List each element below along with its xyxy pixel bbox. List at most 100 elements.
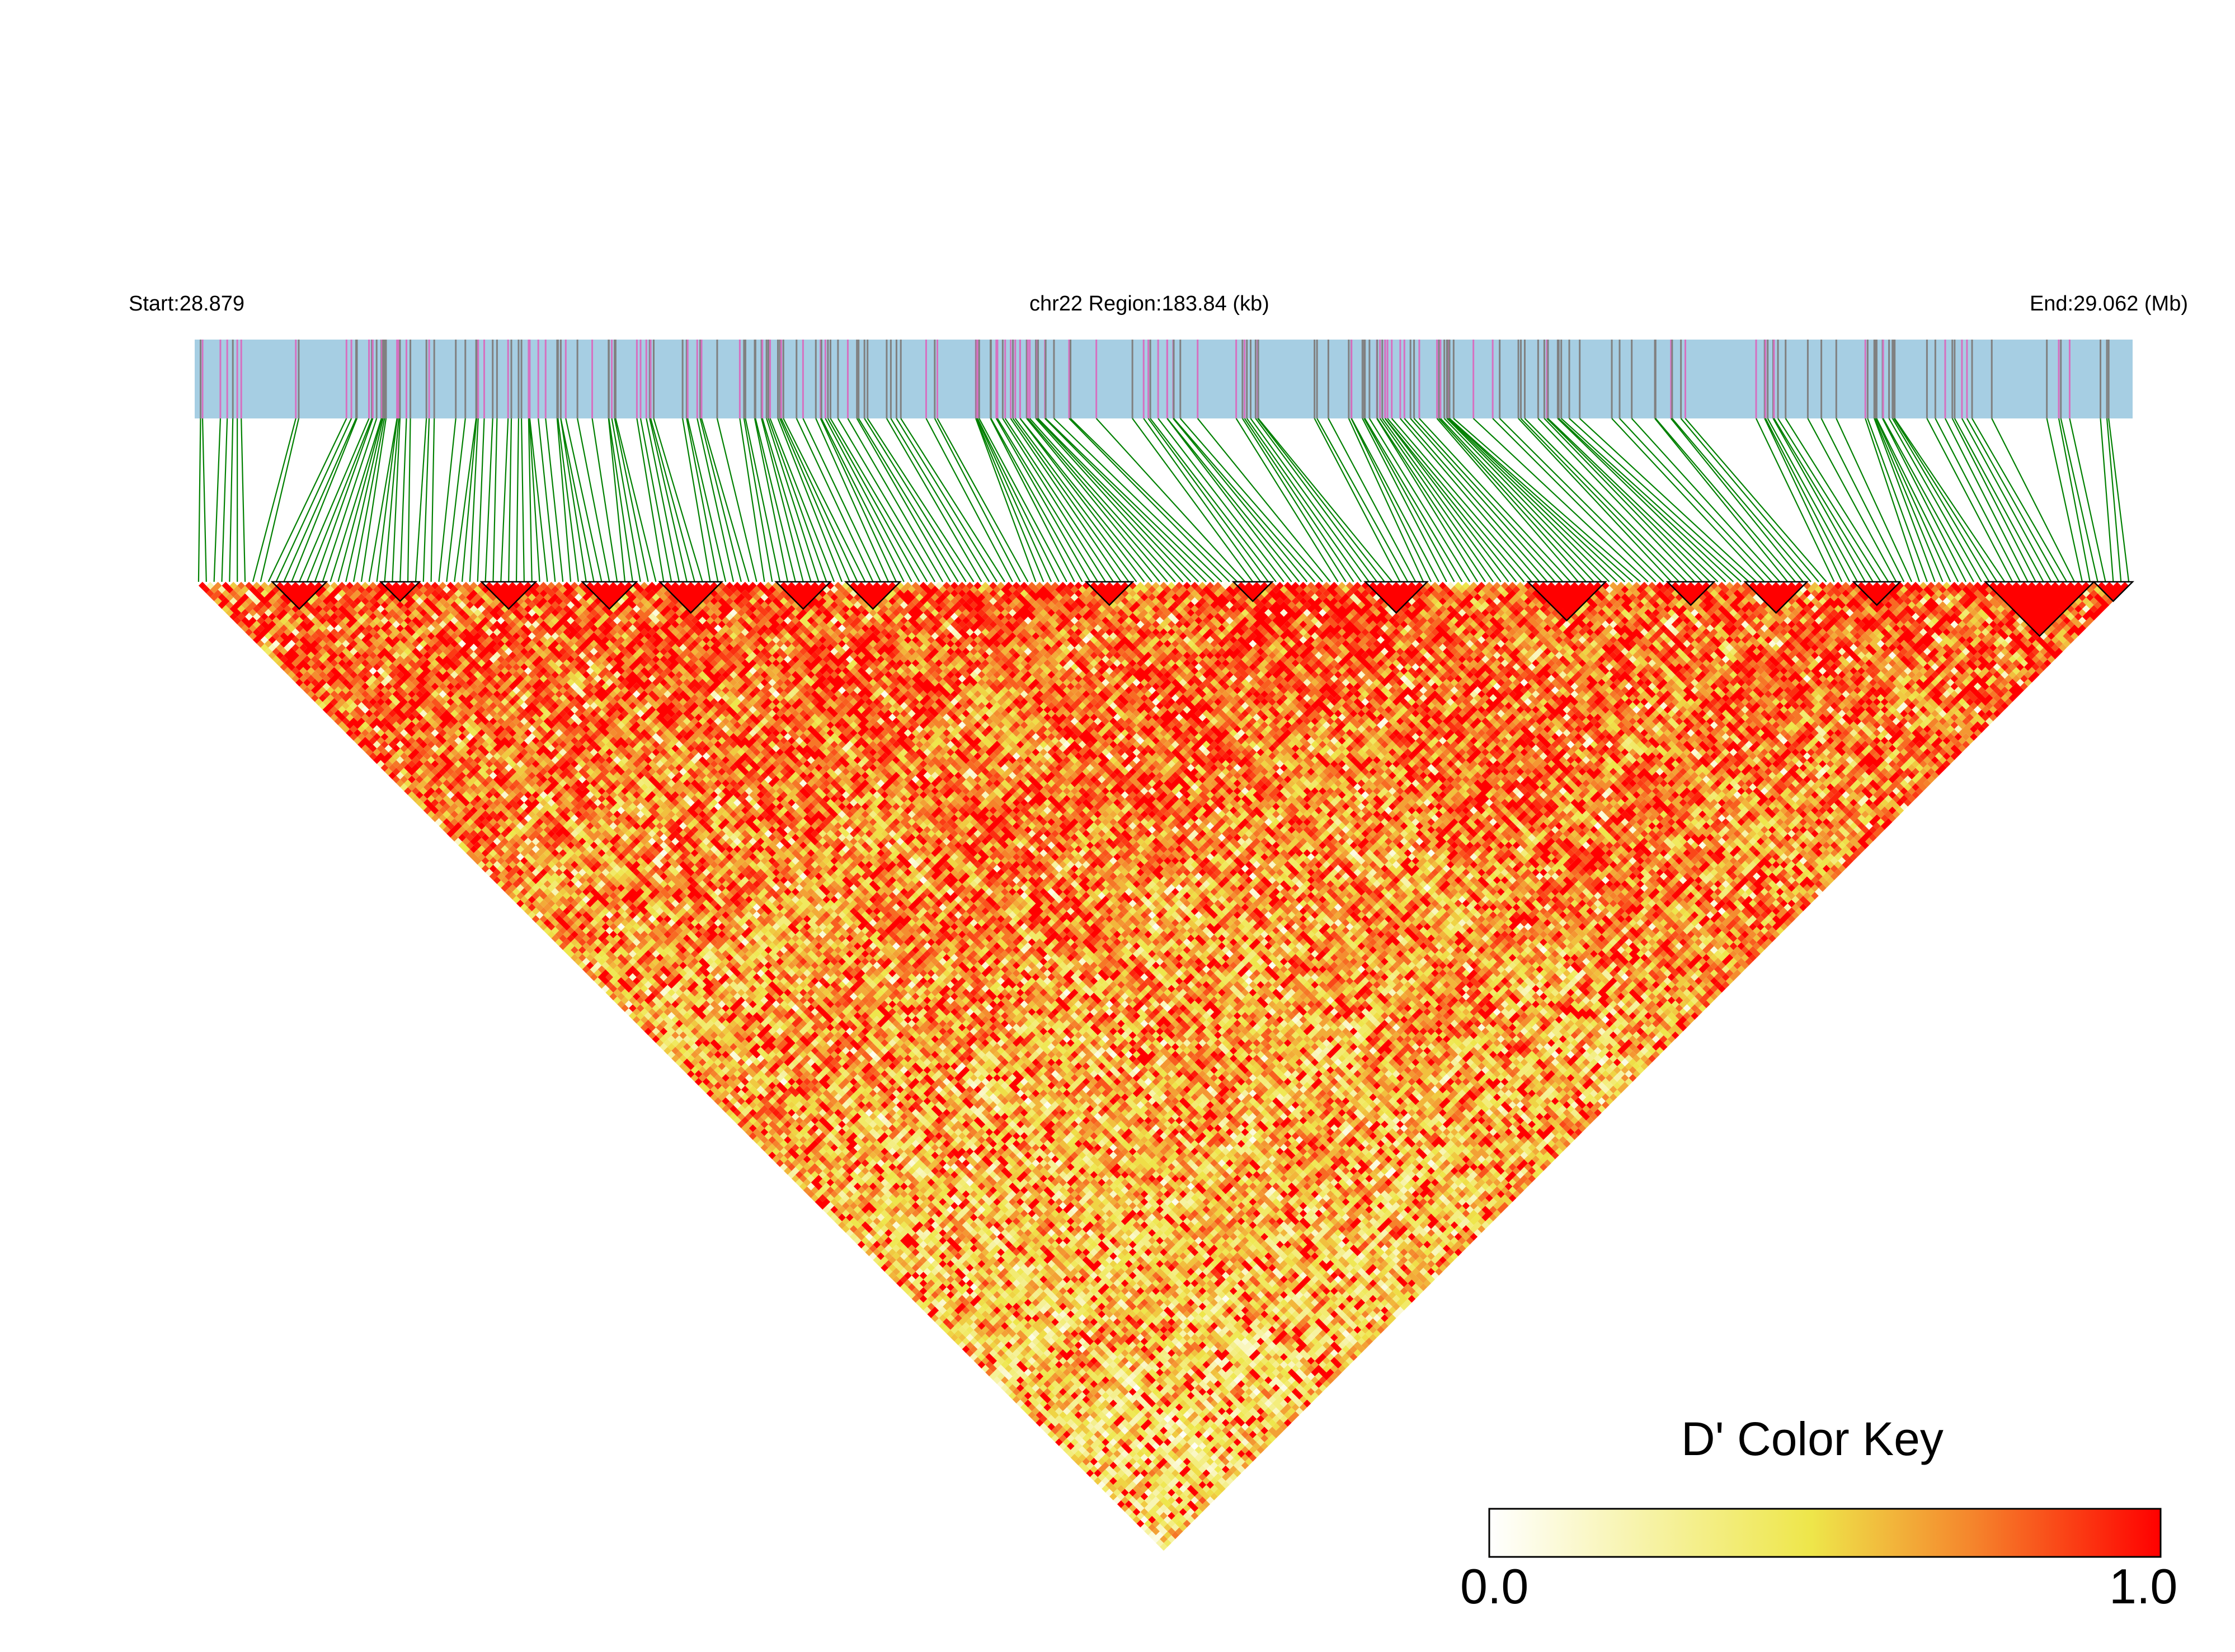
snp-connector-line [1893,418,1998,582]
snp-connector-line [1670,418,1804,582]
snp-connector-line [1351,418,1432,582]
snp-connector-line [1492,418,1657,582]
snp-connector-line [1438,418,1587,582]
snp-connector-line [352,418,385,582]
snp-connector-line [1376,418,1479,582]
snp-track-background [195,340,2133,418]
ld-cell-group [214,582,2106,1524]
ld-block-outline [1363,581,1429,614]
snp-connector-line [1069,418,1230,582]
snp-connector-line [1384,418,1509,582]
snp-connector-line [407,418,411,582]
snp-connector-line [529,418,540,582]
snp-connector-line [1756,418,1835,582]
region-end-label: End:29.062 (Mb) [2029,292,2188,316]
snp-connector-line [1132,418,1254,582]
snp-connector-line [1004,418,1114,582]
snp-connector-line [2106,418,2122,582]
snp-connector-line [360,418,387,582]
snp-connector-line [415,418,427,582]
snp-connector-line [446,418,466,582]
snp-connector-line [780,418,858,582]
snp-connector-line [1443,418,1602,582]
snp-connector-line [1926,418,2013,582]
snp-connector-line [867,418,975,582]
snp-connector-line [560,418,595,582]
snp-connector-line [2058,418,2091,582]
snp-connector-line [716,418,757,582]
snp-connector-line [260,418,300,582]
snp-connector-line [611,418,641,582]
snp-connector-line [241,418,246,582]
snp-connector-line [1876,418,1959,582]
snp-connector-line [1619,418,1773,582]
snp-connector-line [314,418,374,582]
snp-connector-line [858,418,959,582]
snp-connector-line [615,418,657,582]
snp-connector-line [267,418,347,582]
snp-connector-line [1316,418,1409,582]
snp-connector-line [484,418,493,582]
ld-heatmap-cells [198,582,2129,1551]
snp-connector-line [337,418,383,582]
snp-connector-line [830,418,928,582]
ld-block-outline [479,581,538,610]
snp-connector-line [461,418,478,582]
ld-block-outline [1084,581,1135,606]
snp-connector-line [934,418,1021,582]
snp-connector-line [777,418,843,582]
snp-connector-line [1143,418,1262,582]
snp-connector-line [1765,418,1851,582]
snp-connector-line [769,418,835,582]
snp-connector-line [1440,418,1594,582]
snp-connector-line [815,418,890,582]
snp-connector-line [699,418,742,582]
snp-connector-line [796,418,874,582]
snp-connector-line [560,418,587,582]
snp-connector-line [1257,418,1385,582]
snp-connector-line [650,418,695,582]
ld-cell-group [256,582,2082,1283]
snp-connector-line [1874,418,1936,582]
snp-connector-line [477,418,485,582]
snp-connector-line [766,418,820,582]
snp-connector-line [1453,418,1641,582]
snp-connector-line [754,418,789,582]
snp-connector-line [1019,418,1153,582]
snp-connector-line [1954,418,2044,582]
snp-connector-line [1413,418,1564,582]
snp-connector-line [1680,418,1819,582]
snp-connector-line [1820,418,1905,582]
snp-connector-line [1560,418,1742,582]
snp-connector-line [1544,418,1703,582]
snp-connector-line [2046,418,2083,582]
snp-connector-line [1449,418,1634,582]
snp-connector-line [1045,418,1215,582]
ld-block-outline [658,581,724,614]
region-start-label: Start:28.879 [129,292,245,316]
snp-connector-line [682,418,711,582]
ld-block-outline [1743,581,1809,614]
snp-connector-line [515,418,520,582]
snp-connector-line [1150,418,1277,582]
snp-connector-line [201,418,207,582]
snp-connector-line [847,418,944,582]
snp-connector-line [978,418,1067,582]
snp-connector-line [1348,418,1424,582]
ld-block-outline [1665,581,1716,606]
snp-connector-line [636,418,665,582]
snp-connector-line [2069,418,2106,582]
snp-connector-line [608,418,626,582]
snp-connector-line [556,418,572,582]
snp-connector-line [1376,418,1486,582]
snp-connector-line [1672,418,1811,582]
snp-connector-line [1654,418,1789,582]
snp-connector-line [1368,418,1471,582]
snp-connector-line [1785,418,1889,582]
snp-connector-line [614,418,649,582]
snp-connector-line [1147,418,1269,582]
snp-connector-line [745,418,781,582]
snp-connector-line [1944,418,2029,582]
snp-connector-line [508,418,512,582]
